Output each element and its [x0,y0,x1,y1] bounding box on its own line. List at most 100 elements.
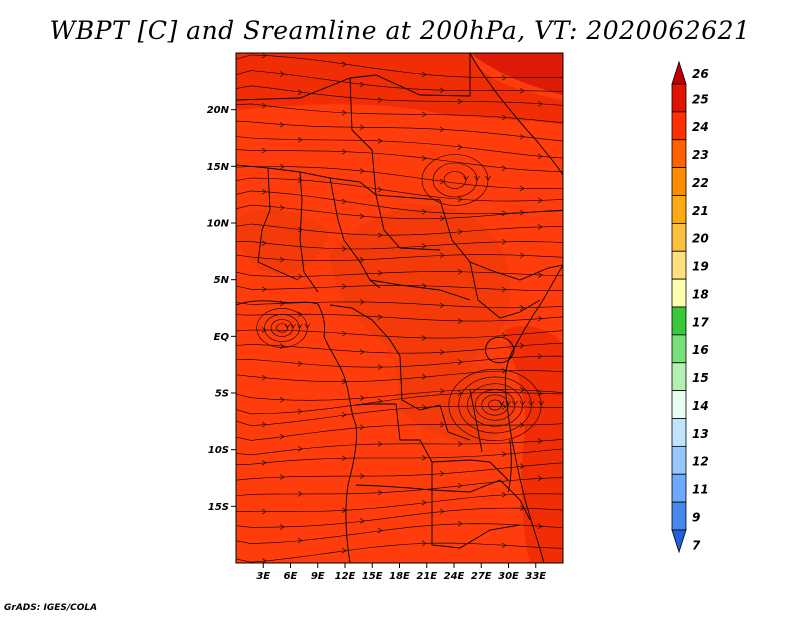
eddy-arrow [485,175,491,181]
eddy-arrow [304,323,311,329]
streamline-arrow [537,153,543,160]
streamline-arrow [501,165,507,171]
streamline-arrow [377,138,383,144]
streamline-arrow [261,147,267,154]
streamline-arrow [421,155,427,162]
colorbar-label: 19 [692,260,709,274]
streamline-arrow [297,136,303,143]
streamline-arrow [537,438,543,444]
streamline-arrow [537,353,543,360]
shading-central [330,205,511,368]
streamline-arrow [457,269,463,275]
streamline [236,271,563,277]
streamline-arrow [297,491,303,497]
streamline [236,462,563,481]
streamline [236,204,563,220]
colorbar-segment [671,195,687,224]
lon-tick-label: 18E [389,571,410,582]
streamline-arrow [377,489,383,496]
streamline-arrow [519,209,525,216]
streamline-arrow [279,205,285,211]
colorbar-label: 9 [692,510,700,524]
streamline-arrow [439,126,445,133]
streamline-arrow [421,243,427,249]
lon-tick-label: 12E [335,571,356,582]
streamline-arrow [377,232,383,238]
lon-tick-label: 15E [362,571,383,582]
colorbar-label: 13 [692,427,709,441]
streamline-arrow [457,318,463,324]
streamline-arrow [261,375,267,381]
streamline-arrow [359,518,365,524]
border-congo-a [329,304,401,357]
colorbar-bottom-triangle [671,529,687,554]
streamline-arrow [421,335,427,341]
lat-tick-label: EQ [214,332,230,343]
streamline-arrow [297,273,303,280]
colorbar-segment [671,473,687,503]
coastlines-and-borders [236,53,563,563]
lat-tick-label: 15N [207,162,230,173]
streamline-arrow [359,473,365,479]
streamline-arrow [341,198,347,205]
colorbar-segment [671,139,687,169]
streamline-arrow [439,87,445,93]
colorbar-label: 20 [692,232,709,246]
eddy-arrow [284,323,291,329]
streamline-arrow [359,81,365,88]
streamline-arrow [261,286,267,293]
streamline-arrow [439,215,445,222]
colorbar-segment [671,250,687,280]
eddy-arrow [512,400,518,406]
streamline-arrow [359,424,365,431]
colorbar-label: 26 [692,67,709,81]
streamline-arrow [341,330,347,337]
eddy-arrow [528,400,535,406]
streamlines [236,53,563,563]
streamline-arrow [439,388,445,394]
streamline-arrow [421,540,427,547]
colorbar-segment [671,278,687,308]
streamline-arrow [537,315,543,322]
colorbar-segment [671,501,687,531]
streamline-arrow [537,197,543,204]
streamline-arrow [537,101,543,107]
lake-tanganyika [469,389,483,453]
lat-tick-label: 15S [208,502,229,513]
longitude-axis: 3E 6E 9E 12E 15E 18E 21E 24E 27E 30E 33E [256,563,546,582]
colorbar-label: 12 [692,455,709,469]
streamline-arrow [519,463,525,469]
colorbar-segment [671,222,687,252]
streamline-arrow [297,408,303,415]
lon-tick-label: 27E [471,571,492,582]
eddy-arrow [474,175,480,181]
streamline [236,241,563,250]
streamline-arrow [261,102,267,109]
lat-tick-label: 5S [215,389,229,400]
colorbar-label: 17 [692,315,709,329]
streamline-arrow [537,523,543,530]
colorbar-top-triangle [671,60,687,85]
streamline-arrow [457,98,463,105]
streamline-arrow [297,311,303,317]
streamline-arrow [359,299,365,305]
streamline-arrow [279,397,285,403]
streamline-arrow [501,491,507,498]
colorbar-segment [671,83,687,113]
streamline [236,477,563,497]
streamline-arrow [261,421,267,428]
streamline-arrow [341,547,347,554]
eddy-arrow [296,323,303,329]
streamline-arrow [297,89,303,95]
colorbar-label: 16 [692,343,709,357]
colorbar-segment [671,111,687,141]
colorbar-segment [671,167,687,196]
eddy-arrow [290,323,296,329]
streamline-arrow [377,364,383,370]
lat-tick-label: 10N [207,219,230,230]
lon-tick-label: 9E [311,571,325,582]
streamline-arrow [501,286,507,293]
lon-tick-label: 3E [256,571,270,582]
border-nigeria [329,177,381,289]
streamline-arrow [421,209,427,215]
